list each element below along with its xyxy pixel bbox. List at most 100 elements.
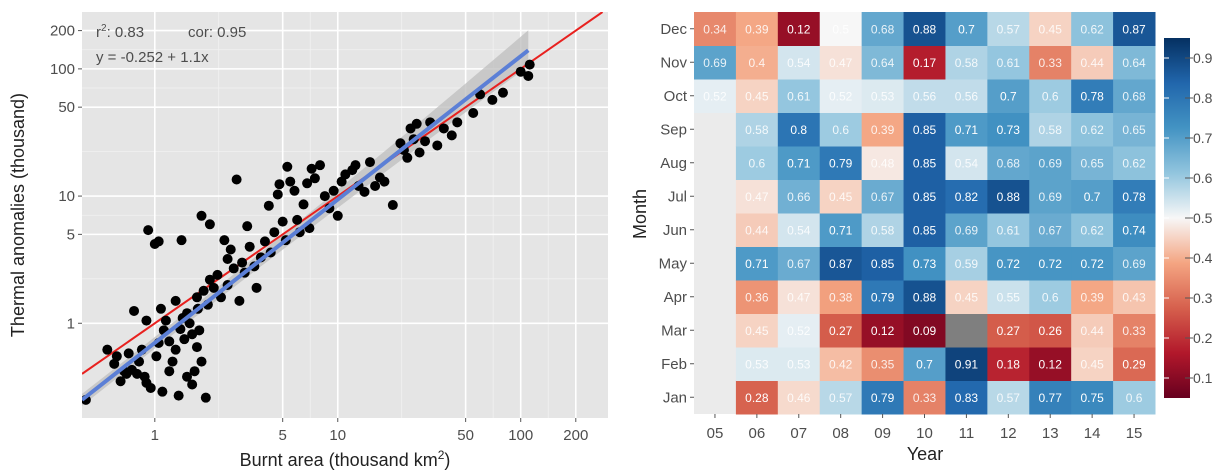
colorbar-tick-label: 0.6 [1193,170,1213,186]
heatmap-cell [819,146,863,180]
heatmap-y-tick-label: Feb [661,356,687,373]
heatmap-x-tick-label: 07 [790,425,807,442]
scatter-point [452,117,463,128]
heatmap-cell-label: 0.88 [913,22,937,36]
heatmap-cell [1113,380,1156,415]
heatmap-cell [987,347,1030,381]
heatmap-cell-label: 0.35 [871,357,895,371]
heatmap-cell [861,380,905,415]
heatmap-cell [777,12,821,46]
heatmap-y-tick-label: Sep [660,121,687,138]
heatmap-cell-label: 0.54 [787,56,811,70]
scatter-point [497,87,508,98]
heatmap-cell-label: 0.82 [955,190,979,204]
scatter-point [208,282,219,293]
heatmap-cell [1113,45,1156,80]
heatmap-cell [1113,146,1156,180]
heatmap-cell [735,45,779,80]
heatmap-cell-label: 0.12 [871,324,895,338]
heatmap-cell-label: 0.68 [871,22,895,36]
scatter-x-tick-label: 100 [508,427,533,444]
heatmap-cell [819,45,863,80]
scatter-point [164,366,175,377]
heatmap-cell-label: 0.44 [1080,56,1104,70]
heatmap-cell-label: 0.62 [1080,223,1104,237]
heatmap-cell [861,213,905,247]
heatmap-cell-label: 0.71 [745,257,769,271]
heatmap-cell [777,45,821,80]
scatter-stats-r2: r2: 0.83 [96,23,144,41]
scatter-point [370,181,381,192]
scatter-point [170,344,181,355]
heatmap-cell-label: 0.33 [1039,56,1063,70]
heatmap-cell [1113,79,1156,113]
heatmap-cell-label: 0.85 [913,123,937,137]
heatmap-cell [945,79,988,113]
heatmap-cell-label: 0.52 [787,324,811,338]
heatmap-cell-label: 0.39 [1080,290,1104,304]
heatmap-cell-label: 0.68 [1122,89,1146,103]
scatter-point [176,235,187,246]
scatter-point [228,263,239,274]
heatmap-cell [819,313,863,348]
heatmap-cell-label: 0.85 [871,257,895,271]
heatmap-cell [987,112,1030,147]
scatter-point [184,318,195,329]
heatmap-cell [945,213,988,247]
scatter-point [364,157,375,168]
heatmap-cell-label: 0.65 [1080,156,1104,170]
heatmap-y-tick-label: Jul [668,188,687,205]
heatmap-cell [987,213,1030,247]
scatter-point [153,236,164,247]
scatter-point [194,325,205,336]
heatmap-cell-label: 0.72 [1080,257,1104,271]
scatter-point [115,376,126,387]
heatmap-cell [1113,280,1156,314]
scatter-y-tick-label: 50 [58,99,75,116]
heatmap-cell [1029,313,1072,348]
heatmap-cell-label: 0.73 [997,123,1021,137]
scatter-point [231,174,242,185]
heatmap-y-tick-label: Jan [663,389,687,406]
scatter-point [289,185,300,196]
heatmap-cell [945,112,988,147]
heatmap-cell [777,380,821,415]
heatmap-cell-label: 0.53 [787,357,811,371]
scatter-point [420,136,431,147]
heatmap-cell [1029,146,1072,180]
heatmap-cell-label: 0.75 [1080,391,1104,405]
heatmap-cell [777,347,821,381]
heatmap-cell-label: 0.45 [829,190,853,204]
heatmap-x-tick-label: 10 [916,425,933,442]
heatmap-cell [861,347,905,381]
heatmap-cell [735,246,779,281]
heatmap-cell [903,79,946,113]
heatmap-cell-label: 0.7 [916,357,933,371]
heatmap-cell [1029,112,1072,147]
heatmap-cell-label: 0.72 [997,257,1021,271]
heatmap-cell [945,380,988,415]
heatmap-cell-label: 0.78 [1080,89,1104,103]
heatmap-cell-label: 0.62 [1122,156,1146,170]
scatter-point [269,227,280,238]
scatter-x-tick-label: 1 [151,427,159,444]
scatter-point [411,118,422,129]
heatmap-cell-label: 0.58 [1039,123,1063,137]
scatter-x-tick-label: 200 [563,427,588,444]
heatmap-cell-label: 0.79 [829,156,853,170]
heatmap-cell-label: 0.38 [829,290,853,304]
heatmap-cell-label: 0.61 [997,223,1021,237]
scatter-point [196,356,207,367]
scatter-point [196,210,207,221]
heatmap-cell [1071,45,1114,80]
scatter-point [272,189,283,200]
heatmap-cell [1113,246,1156,281]
heatmap-cell [1029,79,1072,113]
scatter-grid [82,12,608,418]
heatmap-cell-label: 0.69 [1039,190,1063,204]
scatter-point [173,390,184,401]
scatter-point [102,344,113,355]
scatter-point [143,225,154,236]
heatmap-cell-label: 0.28 [745,391,769,405]
heatmap-cell-label: 0.71 [955,123,979,137]
